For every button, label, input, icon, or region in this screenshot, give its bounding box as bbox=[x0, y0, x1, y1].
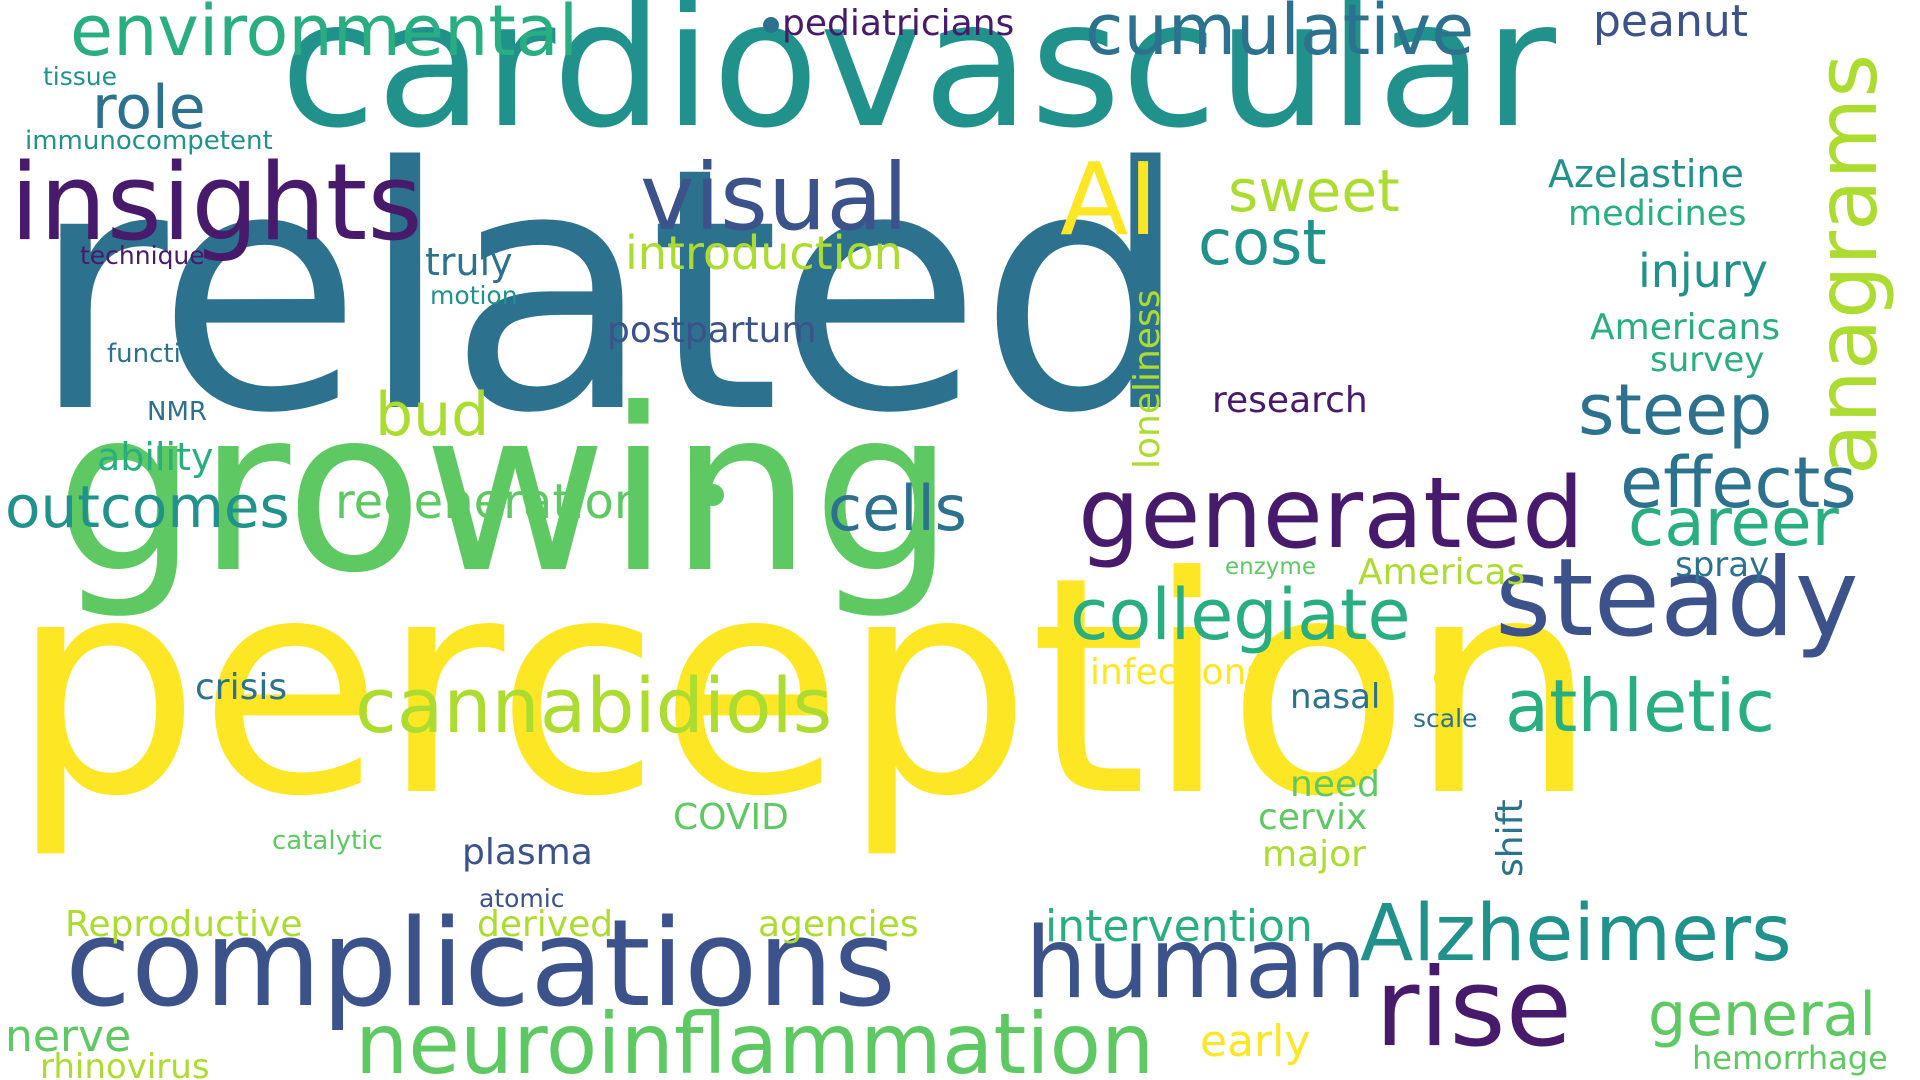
word-rhinovirus: rhinovirus bbox=[40, 1047, 210, 1080]
word-truly: truly bbox=[425, 240, 513, 284]
dot-decoration bbox=[763, 17, 779, 33]
word-motion: motion bbox=[430, 281, 518, 310]
word-postpartum: postpartum bbox=[607, 310, 817, 351]
word-americas: Americas bbox=[1358, 552, 1526, 593]
word-career: career bbox=[1628, 484, 1839, 561]
word-alzheimers: Alzheimers bbox=[1360, 889, 1792, 979]
word-neuroinflammation: neuroinflammation bbox=[355, 995, 1155, 1080]
word-cumulative: cumulative bbox=[1085, 0, 1475, 71]
word-human: human bbox=[1025, 907, 1367, 1021]
word-hemorrhage: hemorrhage bbox=[1692, 1039, 1888, 1077]
word-ai: AI bbox=[1060, 141, 1158, 258]
word-insights: insights bbox=[10, 141, 423, 264]
word-need: need bbox=[1290, 764, 1380, 805]
word-steep: steep bbox=[1578, 369, 1773, 451]
word-catalytic: catalytic bbox=[272, 826, 383, 856]
word-effects: effects bbox=[1620, 442, 1857, 524]
word-generated: generated bbox=[1078, 457, 1585, 571]
word-reproductive: Reproductive bbox=[65, 904, 303, 945]
word-general: general bbox=[1648, 980, 1877, 1050]
word-technique: technique bbox=[80, 241, 205, 270]
word-spray: spray bbox=[1675, 545, 1770, 585]
word-function: function bbox=[107, 339, 214, 369]
word-agencies: agencies bbox=[758, 904, 919, 945]
word-research: research bbox=[1212, 380, 1368, 421]
word-perception: perception bbox=[10, 513, 1598, 862]
word-ability: ability bbox=[97, 435, 214, 479]
word-regeneration: regeneration bbox=[335, 474, 645, 530]
word-tissue: tissue bbox=[43, 62, 118, 91]
word-environmental: environmental bbox=[70, 0, 579, 72]
word-scale: scale bbox=[1413, 704, 1478, 733]
word-introduction: introduction bbox=[625, 226, 903, 280]
word-injury: injury bbox=[1638, 244, 1769, 298]
word-nasal: nasal bbox=[1290, 677, 1381, 717]
word-loneliness: loneliness bbox=[1127, 289, 1168, 469]
word-cervix: cervix bbox=[1258, 797, 1368, 838]
word-pediatricians: pediatricians bbox=[782, 3, 1015, 44]
word-atomic: atomic bbox=[479, 884, 565, 913]
word-athletic: athletic bbox=[1505, 664, 1776, 748]
word-medicines: medicines bbox=[1568, 194, 1747, 234]
word-steady: steady bbox=[1495, 536, 1859, 661]
dot-decoration bbox=[702, 484, 724, 506]
word-azelastine: Azelastine bbox=[1548, 152, 1744, 196]
word-intervention: intervention bbox=[1045, 901, 1313, 952]
word-early: early bbox=[1200, 1016, 1311, 1067]
word-visual: visual bbox=[640, 144, 909, 251]
word-crisis: crisis bbox=[195, 667, 288, 708]
word-immunocompetent: immunocompetent bbox=[25, 126, 273, 156]
word-bud: bud bbox=[375, 380, 490, 450]
word-shift: shift bbox=[1490, 799, 1531, 877]
word-related: related bbox=[30, 97, 1191, 487]
word-survey: survey bbox=[1650, 340, 1765, 380]
word-role: role bbox=[92, 73, 206, 143]
word-derived: derived bbox=[477, 904, 614, 945]
word-cost: cost bbox=[1198, 206, 1327, 279]
word-cardiovascular: cardiovascular bbox=[280, 0, 1557, 167]
word-infections: infections bbox=[1090, 652, 1266, 693]
word-enzyme: enzyme bbox=[1225, 554, 1316, 580]
word-nerve: nerve bbox=[5, 1011, 132, 1062]
word-covid: COVID bbox=[673, 797, 789, 838]
dot-decoration bbox=[1434, 664, 1462, 692]
word-nmr: NMR bbox=[147, 397, 207, 427]
word-plasma: plasma bbox=[462, 832, 593, 873]
word-peanut: peanut bbox=[1593, 0, 1748, 47]
word-outcomes: outcomes bbox=[5, 473, 290, 541]
word-anagrams: anagrams bbox=[1798, 53, 1896, 475]
word-growing: growing bbox=[55, 361, 955, 623]
word-cells: cells bbox=[828, 472, 967, 545]
word-sweet: sweet bbox=[1228, 157, 1400, 225]
word-cannabidiols: cannabidiols bbox=[355, 661, 833, 750]
word-rise: rise bbox=[1375, 946, 1573, 1071]
word-major: major bbox=[1262, 834, 1366, 875]
word-complications: complications bbox=[65, 895, 897, 1034]
word-americans: Americans bbox=[1590, 307, 1781, 348]
word-collegiate: collegiate bbox=[1070, 574, 1411, 656]
